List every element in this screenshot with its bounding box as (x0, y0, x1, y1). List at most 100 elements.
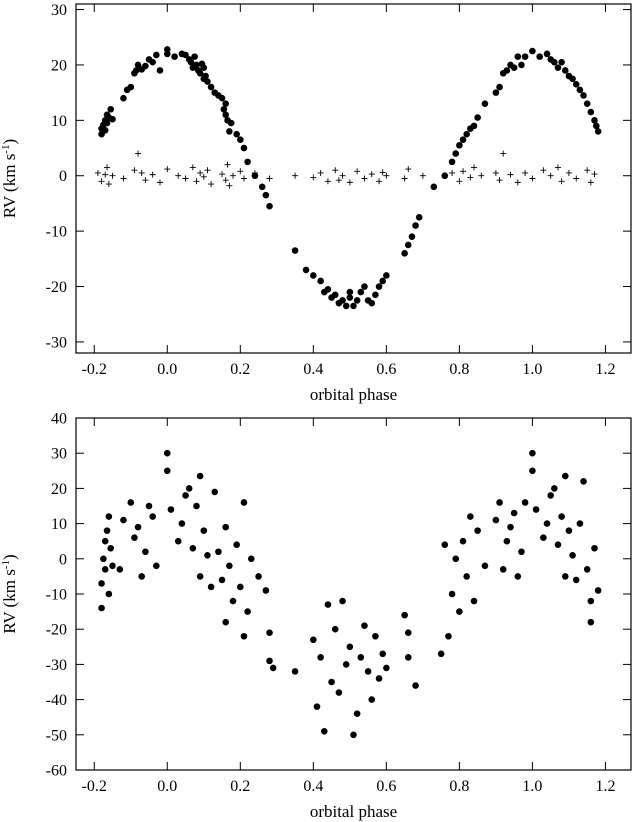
data-point-plus (197, 169, 204, 176)
data-point (503, 67, 511, 74)
data-point (591, 117, 598, 124)
data-point (163, 467, 171, 475)
data-point (404, 241, 412, 249)
x-axis-label: orbital phase (310, 802, 397, 821)
data-point (324, 285, 332, 293)
data-point (459, 136, 467, 144)
data-point (255, 573, 262, 580)
data-point (220, 105, 228, 113)
data-point (320, 727, 328, 735)
data-point (346, 294, 354, 301)
data-point (193, 61, 200, 69)
data-point-plus (405, 166, 412, 173)
data-point (401, 611, 408, 619)
data-point (240, 632, 248, 640)
data-point (529, 467, 536, 475)
data-point (543, 50, 551, 58)
data-point (499, 566, 507, 573)
x-tick-label: 1.2 (595, 778, 615, 795)
bottom-panel: -0.2 0.0 0.2 0.4 0.6 0.8 1.0 1.2 -60 -50 -40 -30 -20… (0, 411, 632, 821)
data-point-plus (131, 167, 138, 174)
data-point (510, 509, 518, 517)
y-tick-label: -60 (46, 763, 67, 780)
data-point (346, 288, 354, 296)
data-point-plus (149, 171, 156, 178)
y-tick-label: -30 (46, 657, 67, 674)
data-point (379, 277, 387, 285)
data-point (103, 119, 111, 127)
data-point (561, 472, 569, 480)
data-point-plus (379, 169, 386, 176)
data-point (229, 597, 237, 605)
data-point-plus (332, 167, 339, 174)
data-point-plus (164, 166, 171, 173)
data-point (561, 67, 569, 74)
data-point (149, 513, 156, 520)
data-point-plus (507, 171, 514, 178)
data-point (200, 64, 208, 72)
y-tick-label: 20 (51, 57, 67, 74)
data-point (100, 555, 107, 563)
x-tick-label: 0.2 (230, 778, 250, 795)
x-axis-label: orbital phase (310, 385, 397, 404)
data-point-plus (335, 177, 342, 184)
data-point (240, 499, 248, 506)
data-point (204, 78, 211, 85)
data-point (105, 513, 113, 520)
data-point-plus (383, 172, 390, 179)
plot-frame (75, 3, 632, 354)
data-point (412, 682, 419, 689)
data-point (342, 302, 350, 310)
y-axis-label: RV (km s-1) (0, 139, 19, 218)
data-point (103, 527, 111, 534)
data-point (317, 654, 324, 661)
data-point-plus (237, 168, 244, 175)
data-point (200, 527, 208, 534)
data-point (120, 94, 127, 102)
data-point-plus (230, 172, 237, 179)
data-point (591, 544, 598, 552)
data-point-plus (500, 150, 507, 157)
data-point (156, 67, 164, 74)
data-point (331, 291, 339, 299)
data-point-plus (339, 172, 346, 179)
data-point-plus (120, 175, 127, 182)
data-point (107, 105, 114, 113)
x-tick-label: 0.0 (157, 778, 177, 795)
data-point (328, 678, 335, 686)
data-point (127, 83, 135, 91)
data-point (518, 61, 525, 69)
data-point (375, 283, 383, 290)
data-point (470, 597, 478, 605)
data-point (503, 537, 511, 545)
data-point (98, 580, 105, 587)
data-point (470, 122, 478, 130)
data-point (594, 128, 602, 135)
data-point (529, 449, 536, 457)
y-tick-label: 30 (51, 446, 67, 463)
data-point (127, 499, 135, 506)
data-point (202, 72, 209, 80)
data-point (551, 58, 558, 66)
data-point (207, 83, 215, 91)
data-point (448, 590, 456, 598)
data-point-plus (401, 175, 408, 182)
data-point-plus (219, 171, 226, 178)
x-tick-label: 0.8 (449, 778, 469, 795)
data-point-plus (317, 169, 324, 176)
data-point (149, 58, 156, 66)
data-point (269, 664, 277, 672)
x-tick-label: 0.4 (303, 361, 323, 378)
data-point (496, 499, 503, 506)
top-panel: -0.2 0.0 0.2 0.4 0.6 0.8 1.0 1.2 -30 -20 -10 0 10 20 3… (0, 2, 632, 404)
data-point-plus (478, 172, 485, 179)
data-point-plus (558, 178, 565, 185)
data-point (266, 629, 273, 637)
data-point (331, 625, 339, 633)
data-point-plus (142, 177, 149, 184)
data-point (368, 696, 376, 703)
data-point (481, 100, 489, 108)
data-point-plus (102, 171, 109, 178)
data-point-plus (240, 175, 247, 182)
data-point (101, 537, 109, 545)
